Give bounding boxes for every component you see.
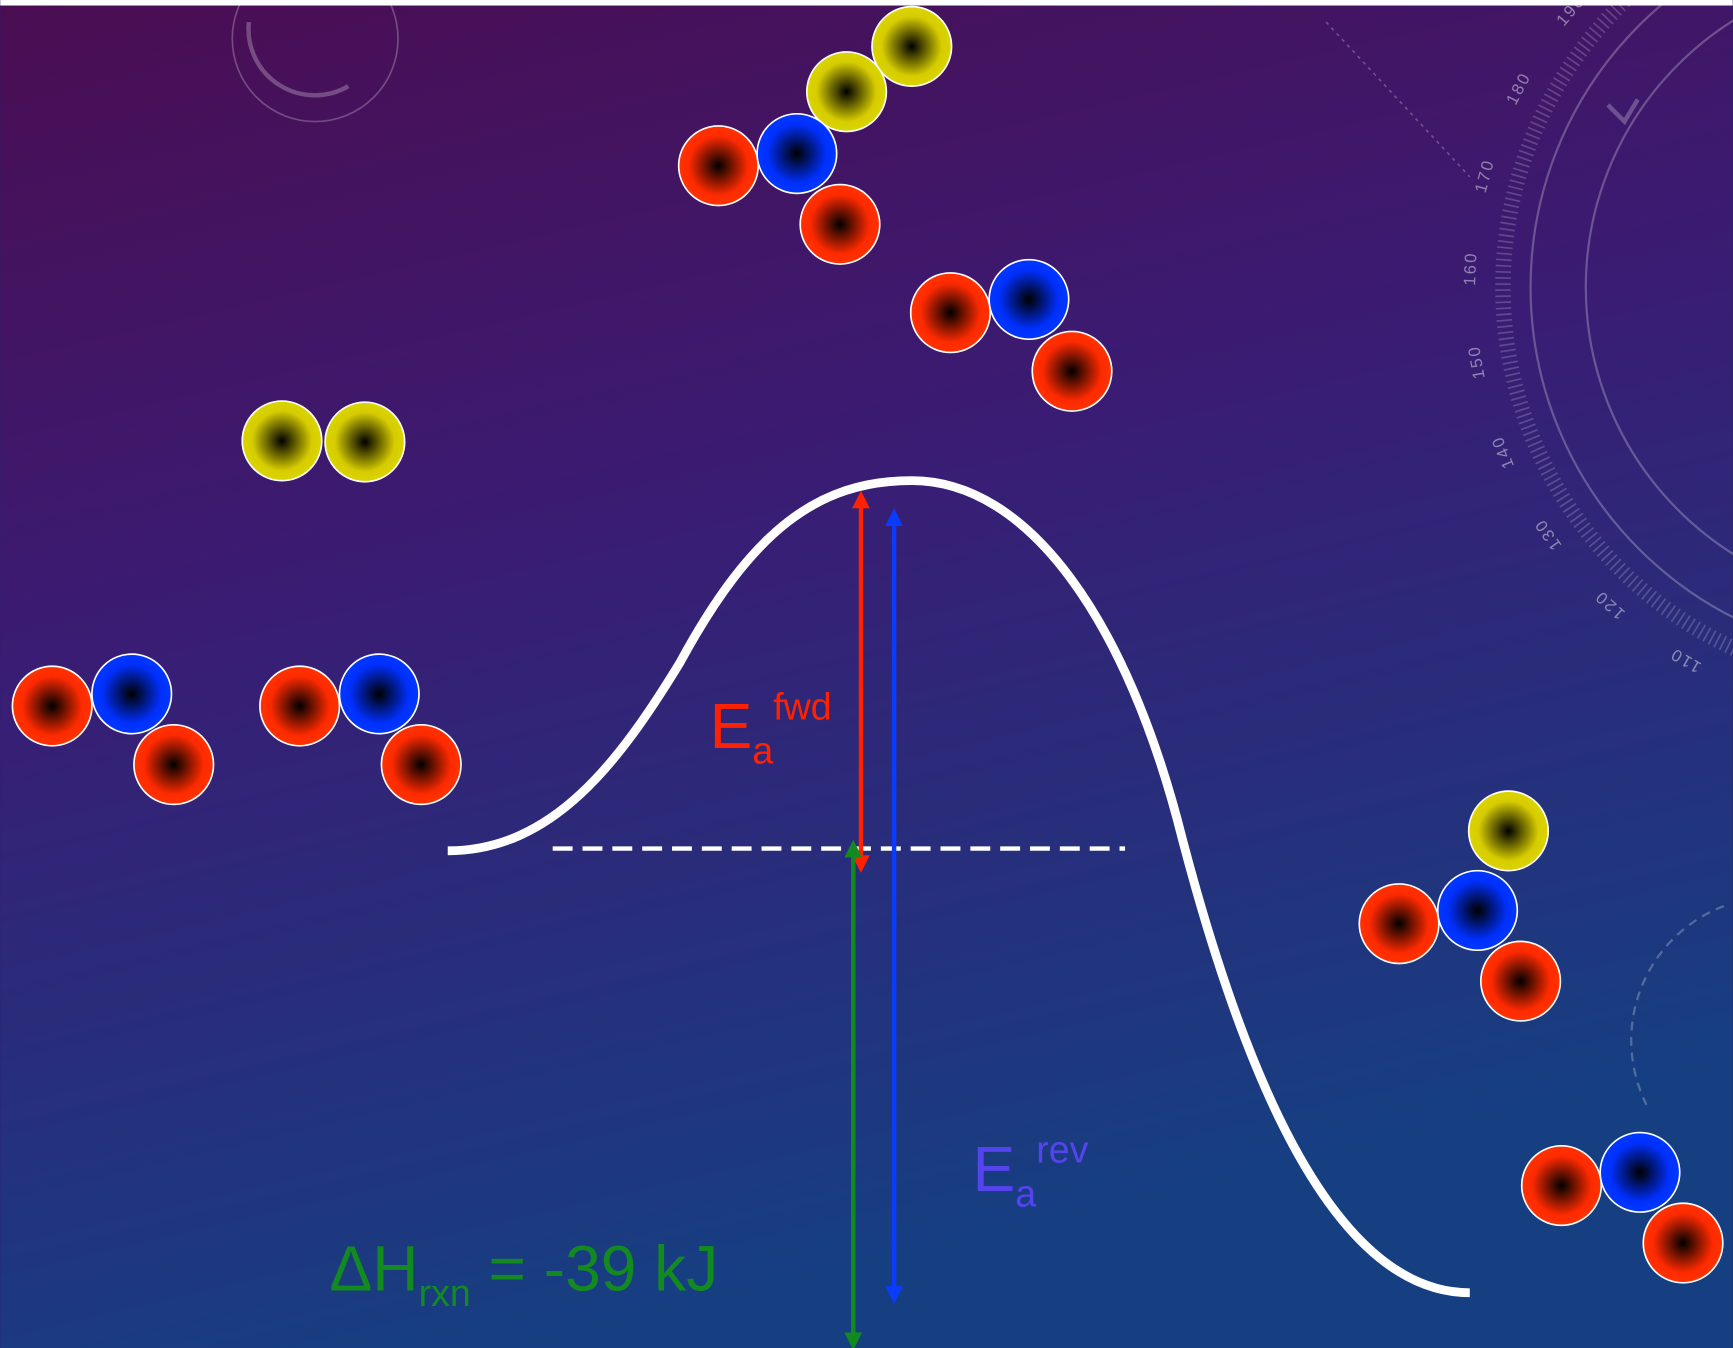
atom <box>133 723 215 806</box>
atom <box>380 723 462 806</box>
atom <box>91 653 173 735</box>
atom <box>259 665 341 747</box>
atom <box>909 272 992 354</box>
ea-rev-sub: a <box>1015 1173 1036 1215</box>
atom <box>11 665 93 747</box>
atom <box>1031 330 1113 412</box>
delta-h-main: ΔH <box>330 1233 419 1305</box>
atom <box>338 653 420 735</box>
ea-fwd-sup: fwd <box>773 685 831 727</box>
dial-label: 160 <box>1460 251 1480 286</box>
atom <box>241 400 323 482</box>
atom <box>1520 1144 1603 1227</box>
atom <box>806 51 888 133</box>
delta-h-sub: rxn <box>419 1272 471 1314</box>
ea-rev-label: Earev <box>973 1128 1089 1214</box>
atom <box>1480 940 1562 1022</box>
molecules <box>11 5 1724 1284</box>
top-band <box>0 0 1733 6</box>
atom <box>1599 1131 1681 1213</box>
ea-rev-main: E <box>973 1133 1016 1205</box>
ea-fwd-main: E <box>710 690 753 762</box>
atom <box>1467 790 1550 872</box>
delta-h-label: ΔHrxn = -39 kJ <box>330 1233 719 1314</box>
ea-fwd-label: Eafwd <box>710 685 832 771</box>
atom <box>324 401 406 483</box>
decor <box>231 0 1733 1106</box>
atom <box>988 258 1070 341</box>
atom <box>1436 869 1519 952</box>
atom <box>677 125 760 207</box>
atom <box>1358 883 1440 965</box>
atom <box>1642 1202 1724 1284</box>
ea-rev-sup: rev <box>1036 1128 1088 1170</box>
atom <box>799 183 881 265</box>
atom <box>756 112 838 195</box>
energy-curve <box>447 476 1470 1298</box>
atom <box>871 5 953 88</box>
delta-h-rest: = -39 kJ <box>471 1233 719 1305</box>
ea-fwd-sub: a <box>752 729 773 771</box>
